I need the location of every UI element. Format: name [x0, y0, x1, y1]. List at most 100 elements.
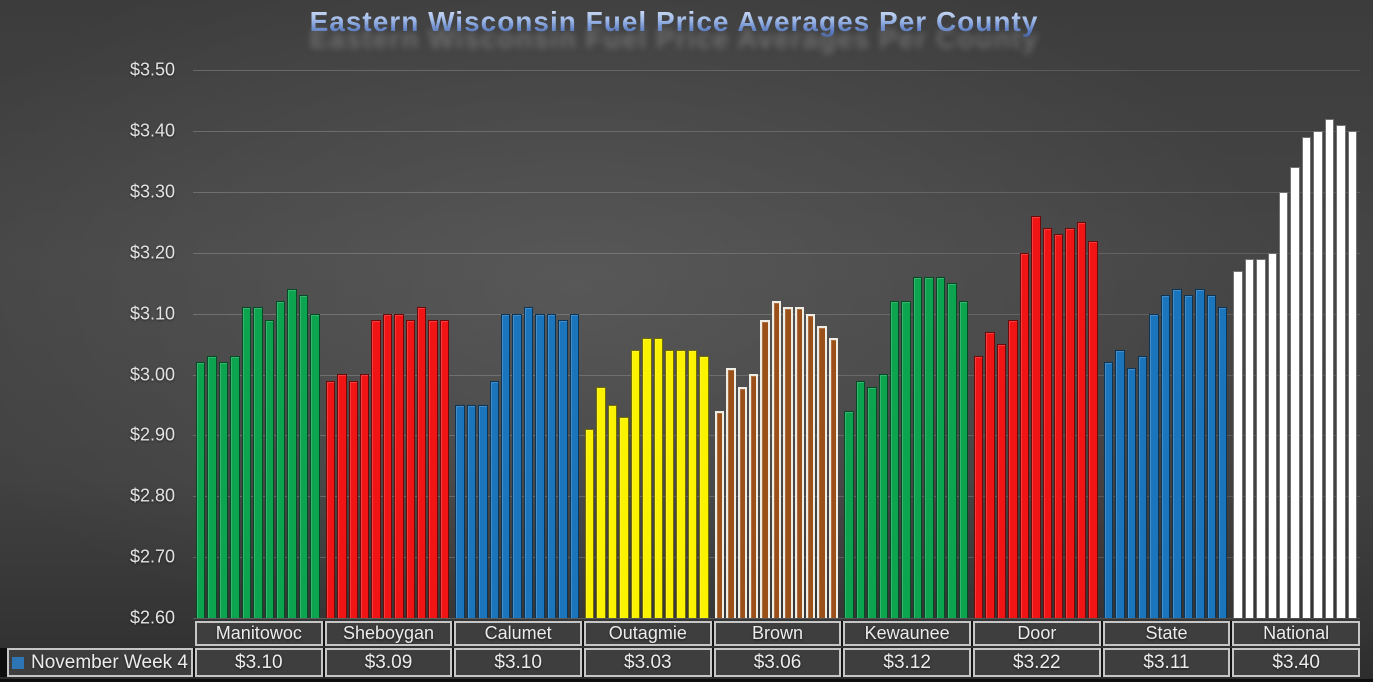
bar — [1053, 234, 1064, 618]
y-axis-tick-label: $3.10 — [129, 303, 175, 324]
y-axis-tick-label: $3.50 — [129, 59, 175, 80]
bar — [523, 307, 534, 618]
bar — [489, 380, 500, 618]
y-axis-tick-label: $2.80 — [129, 485, 175, 506]
bar — [828, 337, 839, 618]
bar — [596, 386, 606, 618]
bar-group-brown — [712, 70, 842, 618]
bar — [1217, 307, 1228, 618]
bar — [405, 319, 416, 618]
bar — [337, 374, 347, 618]
gridline — [193, 618, 1360, 620]
bar — [607, 404, 618, 618]
bar — [298, 295, 309, 618]
bar — [687, 350, 698, 618]
table-bottom-strip — [0, 679, 1373, 682]
table-value-cell: $3.11 — [1102, 648, 1231, 677]
bar — [1279, 191, 1289, 618]
bar — [466, 404, 477, 618]
bar — [676, 350, 686, 618]
table-value-cell: $3.40 — [1232, 648, 1360, 677]
bar — [1183, 295, 1194, 618]
bar — [1065, 228, 1075, 618]
bar — [428, 319, 438, 618]
bar — [1076, 222, 1087, 618]
bar — [207, 356, 217, 618]
table-value-row: November Week 4 $3.10 $3.09 $3.10 $3.03 $3.0… — [7, 648, 1360, 677]
bar — [264, 319, 274, 618]
bar — [439, 319, 450, 618]
table-header-cell: Sheboygan — [324, 621, 453, 646]
bar — [958, 301, 968, 618]
bar — [1324, 118, 1335, 618]
gridline — [193, 252, 1360, 254]
bar — [996, 344, 1007, 618]
bar — [1137, 356, 1148, 618]
bar — [512, 313, 522, 618]
bar — [371, 319, 381, 618]
gridline — [193, 191, 1360, 193]
bar — [748, 374, 759, 618]
bar — [1160, 295, 1171, 618]
bar — [901, 301, 911, 618]
bar — [653, 337, 663, 618]
bar — [1115, 350, 1125, 618]
bar — [817, 325, 827, 618]
bar — [1019, 252, 1030, 618]
bar — [1301, 136, 1312, 618]
bar — [585, 429, 595, 618]
bar — [806, 313, 816, 618]
table-header-cell: Manitowoc — [195, 621, 323, 646]
table-value-cell: $3.22 — [972, 648, 1101, 677]
y-axis-tick-label: $3.40 — [129, 120, 175, 141]
legend-swatch-icon — [12, 656, 24, 669]
y-axis-tick-label: $2.60 — [129, 607, 175, 628]
bar — [630, 350, 641, 618]
table-header-cell: Door — [972, 621, 1101, 646]
bar — [935, 277, 946, 618]
bar — [348, 380, 358, 618]
table-value-cell: $3.12 — [843, 648, 971, 677]
table-header-row: Manitowoc Sheboygan Calumet Outagmie Brown Ke… — [195, 621, 1360, 646]
bar-group-manitowoc — [193, 70, 323, 618]
bar — [1290, 167, 1300, 618]
bar — [287, 289, 297, 618]
y-axis-tick-label: $3.20 — [129, 242, 175, 263]
bar — [394, 313, 404, 618]
table-value-cell: $3.10 — [454, 648, 582, 677]
bar — [1206, 295, 1216, 618]
bar-group-state — [1101, 70, 1231, 618]
bar — [699, 356, 709, 618]
bar — [253, 307, 263, 618]
bar — [867, 386, 877, 618]
table-header-cell: Outagmie — [583, 621, 712, 646]
bar — [1244, 258, 1255, 618]
bar — [455, 404, 465, 618]
legend-cell: November Week 4 — [7, 648, 193, 677]
bar — [619, 417, 629, 618]
bar — [726, 368, 736, 618]
table-header-cell: Brown — [713, 621, 842, 646]
table-header-cell: National — [1232, 621, 1360, 646]
bar — [241, 307, 252, 618]
table-value-cell: $3.10 — [195, 648, 323, 677]
bar — [985, 331, 995, 618]
bar — [275, 301, 286, 618]
bar — [230, 356, 240, 618]
bar — [1088, 240, 1098, 618]
bar — [760, 319, 770, 618]
y-axis-tick-label: $2.70 — [129, 546, 175, 567]
bar-group-door — [971, 70, 1101, 618]
y-axis-tick-label: $2.90 — [129, 424, 175, 445]
bar — [569, 313, 579, 618]
bar — [382, 313, 393, 618]
bar — [196, 362, 206, 618]
bar — [1172, 289, 1182, 618]
bar — [1256, 258, 1266, 618]
table-header-cell: State — [1102, 621, 1231, 646]
bar — [924, 277, 934, 618]
bar — [359, 374, 370, 618]
bar — [771, 301, 782, 618]
y-axis-tick-label: $3.00 — [129, 364, 175, 384]
